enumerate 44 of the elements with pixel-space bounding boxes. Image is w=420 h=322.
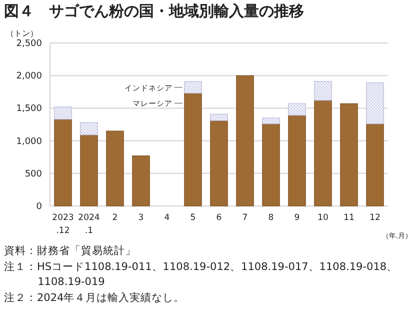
bar — [262, 124, 280, 206]
x-tick-label: 2024.1 — [78, 213, 100, 236]
bar — [366, 124, 384, 206]
y-tick-label: 1,000 — [16, 136, 42, 147]
bar — [262, 118, 280, 124]
bar — [314, 100, 332, 206]
bar — [80, 134, 98, 206]
bar — [340, 103, 358, 206]
x-tick-label: 11 — [344, 213, 354, 223]
x-tick-label: 2023.12 — [52, 213, 74, 236]
x-tick-label: 9 — [294, 213, 300, 223]
bar — [54, 106, 72, 120]
bar — [54, 118, 72, 206]
x-tick-label: 2 — [112, 213, 118, 223]
bar — [366, 82, 384, 124]
x-tick-label: 10 — [318, 213, 328, 223]
bar — [80, 122, 98, 136]
x-tick-label: 6 — [216, 213, 222, 223]
y-axis-title: （トン） — [6, 29, 38, 38]
bar — [236, 75, 254, 206]
bar — [210, 114, 228, 121]
text: 注１：HSコード1108.19-011、1108.19-012、1108.19-017、1108.19-018、1108.19-019 — [4, 260, 399, 290]
bar — [314, 81, 332, 101]
bar — [288, 103, 306, 116]
bar — [132, 155, 150, 206]
bar — [184, 81, 202, 94]
chart-title: 図４ サゴでん粉の国・地域別輸入量の推移 — [4, 2, 304, 20]
y-tick-label: 0 — [36, 202, 42, 212]
x-tick-label: 5 — [190, 213, 196, 223]
x-tick-label: 8 — [268, 213, 274, 223]
text: 注２：2024年４月は輸入実績なし。 — [4, 290, 186, 306]
bar — [184, 92, 202, 206]
x-tick-label: 12 — [370, 213, 380, 223]
y-tick-label: 2,000 — [16, 72, 42, 82]
y-tick-label: 2,500 — [16, 39, 42, 49]
text: 資料：財務省「貿易統計」 — [4, 244, 137, 259]
x-tick-label: 4 — [164, 213, 170, 223]
y-tick-label: 1,500 — [16, 104, 42, 114]
bar — [288, 115, 306, 206]
x-tick-label: 7 — [242, 213, 248, 223]
x-tick-label: 3 — [138, 213, 144, 223]
bar — [210, 120, 228, 206]
bar — [106, 130, 124, 206]
y-tick-label: 500 — [24, 169, 42, 180]
